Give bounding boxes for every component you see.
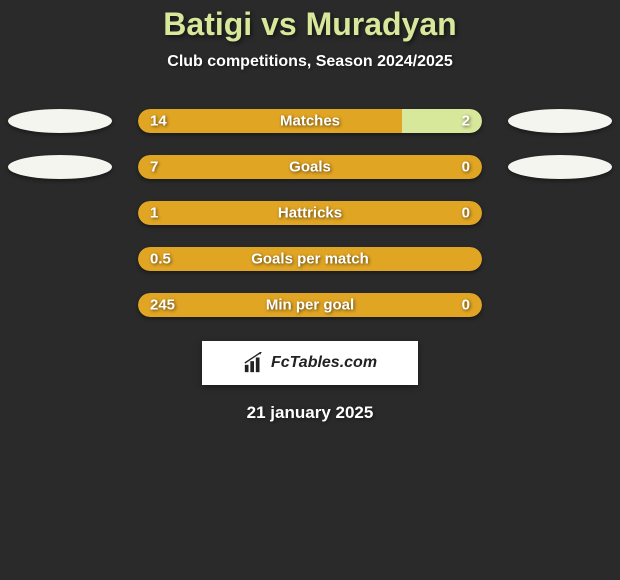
player-badge-left	[8, 109, 112, 133]
subtitle: Club competitions, Season 2024/2025	[0, 53, 620, 71]
stat-value-right: 2	[462, 113, 470, 130]
stat-value-left: 7	[150, 159, 158, 176]
main-container: Batigi vs Muradyan Club competitions, Se…	[0, 0, 620, 423]
comparison-row: 0.5 Goals per match	[0, 247, 620, 271]
bar-chart-icon	[243, 352, 265, 374]
stat-value-right: 0	[462, 205, 470, 222]
stat-label: Goals per match	[251, 251, 369, 268]
comparison-row: 14 2 Matches	[0, 109, 620, 133]
player-badge-left	[8, 155, 112, 179]
badge-inner: FcTables.com	[243, 352, 377, 374]
stat-label: Hattricks	[278, 205, 342, 222]
stat-value-left: 0.5	[150, 251, 171, 268]
stat-label: Min per goal	[266, 297, 354, 314]
stat-value-right: 0	[462, 297, 470, 314]
stat-value-right: 0	[462, 159, 470, 176]
comparison-row: 1 0 Hattricks	[0, 201, 620, 225]
player-badge-right	[508, 109, 612, 133]
stat-label: Goals	[289, 159, 331, 176]
site-badge[interactable]: FcTables.com	[202, 341, 418, 385]
comparison-row: 7 0 Goals	[0, 155, 620, 179]
stat-bar: 245 0 Min per goal	[138, 293, 482, 317]
comparison-rows: 14 2 Matches 7 0 Goals 1 0 Hattricks 0.5 Goals per…	[0, 109, 620, 317]
stat-bar: 1 0 Hattricks	[138, 201, 482, 225]
stat-value-left: 1	[150, 205, 158, 222]
stat-value-left: 245	[150, 297, 175, 314]
bar-segment-left	[138, 109, 402, 133]
player-badge-right	[508, 155, 612, 179]
stat-bar: 14 2 Matches	[138, 109, 482, 133]
stat-label: Matches	[280, 113, 340, 130]
stat-value-left: 14	[150, 113, 167, 130]
badge-text: FcTables.com	[271, 354, 377, 372]
page-title: Batigi vs Muradyan	[0, 6, 620, 43]
stat-bar: 0.5 Goals per match	[138, 247, 482, 271]
date-text: 21 january 2025	[0, 403, 620, 423]
comparison-row: 245 0 Min per goal	[0, 293, 620, 317]
stat-bar: 7 0 Goals	[138, 155, 482, 179]
